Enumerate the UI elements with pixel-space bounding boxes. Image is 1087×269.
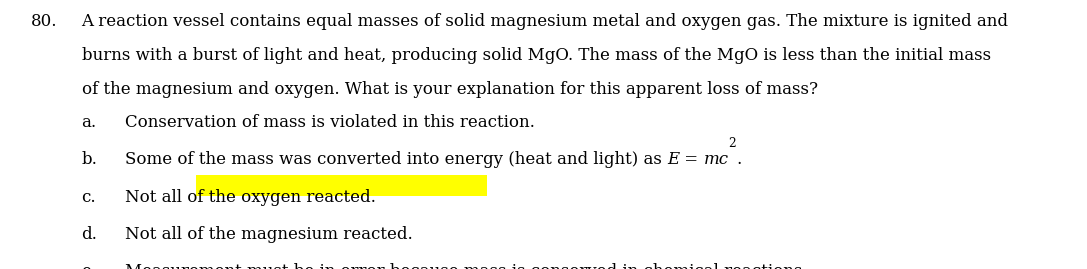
Bar — [196, 175, 487, 196]
Text: Measurement must be in error because mass is conserved in chemical reactions.: Measurement must be in error because mas… — [125, 263, 808, 269]
Text: A reaction vessel contains equal masses of solid magnesium metal and oxygen gas.: A reaction vessel contains equal masses … — [82, 13, 1009, 30]
Text: e.: e. — [82, 263, 97, 269]
Text: a.: a. — [82, 114, 97, 131]
Text: d.: d. — [82, 226, 98, 243]
Text: 80.: 80. — [30, 13, 57, 30]
Text: Conservation of mass is violated in this reaction.: Conservation of mass is violated in this… — [125, 114, 535, 131]
Text: b.: b. — [82, 151, 98, 168]
Text: c.: c. — [82, 189, 96, 206]
Text: of the magnesium and oxygen. What is your explanation for this apparent loss of : of the magnesium and oxygen. What is you… — [82, 81, 817, 98]
Text: =: = — [679, 151, 703, 168]
Text: Some of the mass was converted into energy (heat and light) as: Some of the mass was converted into ener… — [125, 151, 667, 168]
Text: .: . — [736, 151, 741, 168]
Text: E: E — [667, 151, 679, 168]
Text: burns with a burst of light and heat, producing solid MgO. The mass of the MgO i: burns with a burst of light and heat, pr… — [82, 47, 990, 64]
Text: mc: mc — [703, 151, 728, 168]
Text: 2: 2 — [728, 137, 736, 150]
Text: Not all of the oxygen reacted.: Not all of the oxygen reacted. — [125, 189, 376, 206]
Text: Not all of the magnesium reacted.: Not all of the magnesium reacted. — [125, 226, 413, 243]
